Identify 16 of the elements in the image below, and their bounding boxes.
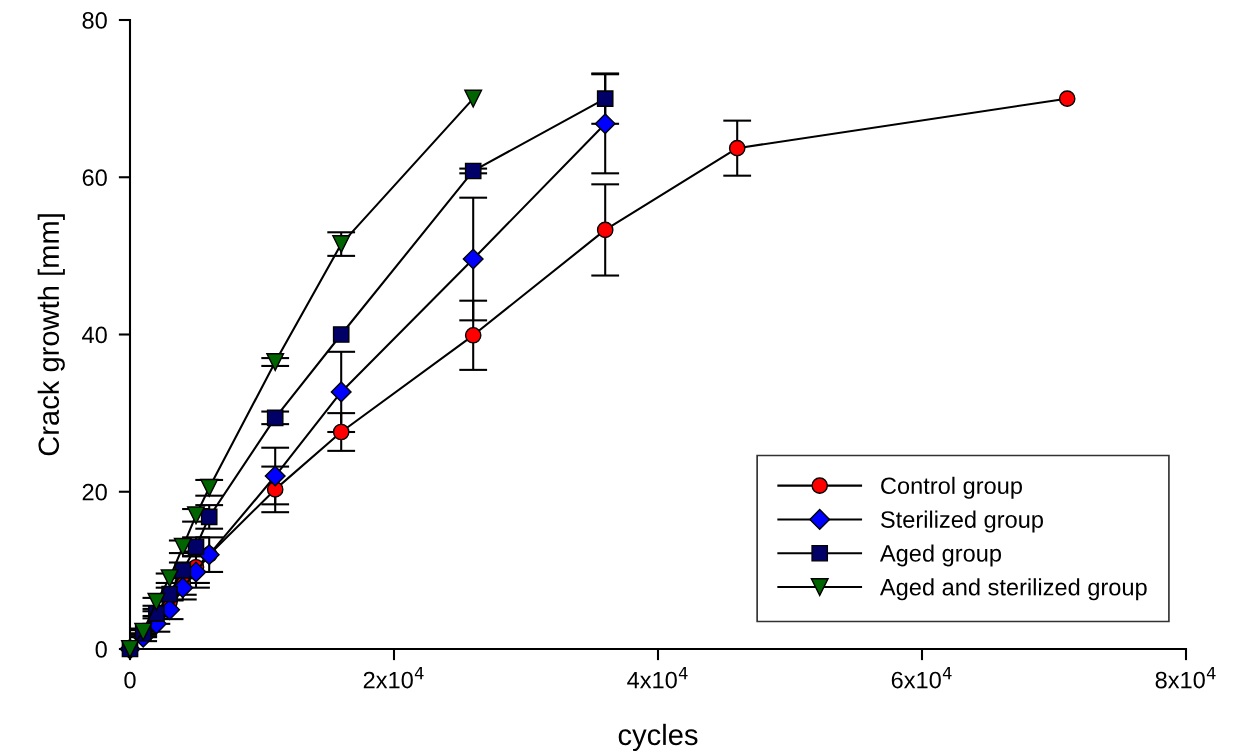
x-tick-label: 0 [124, 671, 136, 689]
x-axis-title: cycles [618, 723, 698, 751]
legend-label: Aged and sterilized group [879, 578, 1147, 601]
legend-label: Aged group [879, 544, 1002, 567]
x-tick-label: 2x10$^{4}$ [363, 667, 424, 689]
y-tick-label: 60 [82, 169, 107, 187]
y-tick-label: 40 [82, 326, 107, 344]
y-tick-label: 0 [95, 641, 107, 658]
x-tick-label: 6x10$^{4}$ [891, 667, 952, 689]
y-tick-label: 20 [82, 483, 107, 501]
x-tick-label: 4x10$^{4}$ [627, 667, 688, 689]
y-axis-title: Crack growth [mm] [37, 214, 65, 456]
legend-label: Sterilized group [880, 510, 1043, 533]
x-tick-label: 8x10$^{4}$ [1155, 667, 1216, 689]
legend-label: Control group [881, 476, 1022, 499]
y-tick-label: 80 [82, 12, 107, 29]
